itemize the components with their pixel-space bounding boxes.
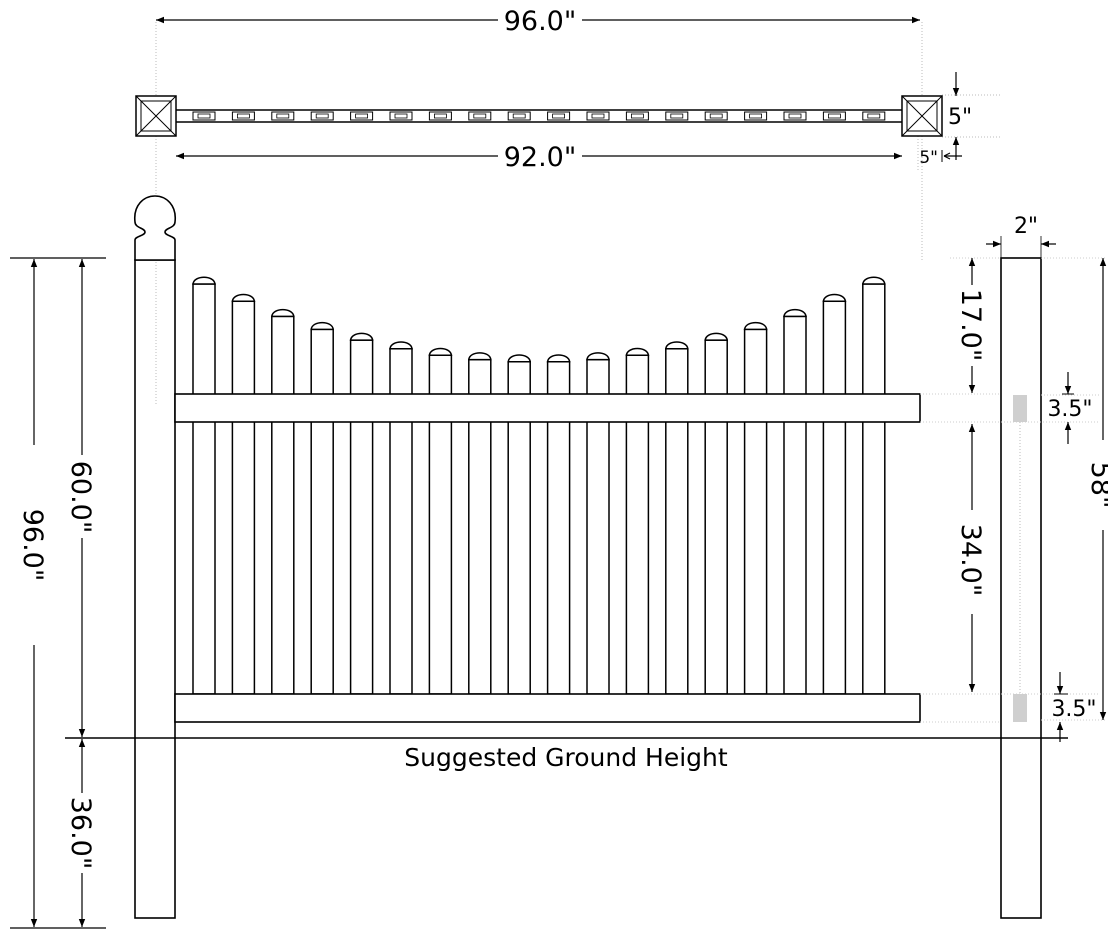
front-view: Suggested Ground Height 2" 17.0" 34.0" 3… <box>10 195 1108 929</box>
picket-slot <box>468 111 492 121</box>
picket <box>192 276 216 695</box>
rail-depth-label: 2" <box>1014 214 1038 239</box>
pickets <box>192 276 886 695</box>
post-size-vertical-label: 5" <box>948 105 972 130</box>
above-ground-height-label: 60.0" <box>65 461 96 534</box>
picket-slot <box>231 111 255 121</box>
panel-height-label: 58" <box>1085 462 1108 509</box>
ground-label: Suggested Ground Height <box>404 743 728 772</box>
top-view: 96.0" 5" 92.0" 5" <box>135 6 1000 260</box>
picket <box>861 276 886 695</box>
picket-slot <box>310 111 334 121</box>
picket <box>231 293 256 695</box>
picket-slot <box>547 111 571 121</box>
picket-slot <box>389 111 413 121</box>
picket-slot <box>625 111 649 121</box>
picket-slot <box>192 111 216 121</box>
picket <box>822 293 847 695</box>
left-post-top-view <box>135 95 177 137</box>
picket <box>310 321 335 695</box>
picket-top-height-label: 17.0" <box>955 289 986 362</box>
picket <box>704 332 729 695</box>
total-post-height-label: 96.0" <box>17 509 48 582</box>
left-post <box>134 195 176 919</box>
post-cap <box>134 195 176 261</box>
picket-slot <box>822 111 846 121</box>
top-rail <box>174 393 921 423</box>
picket-slot <box>704 111 728 121</box>
post-size-horizontal-label: 5" <box>919 148 938 168</box>
picket-slot <box>271 111 295 121</box>
picket-slot <box>586 111 610 121</box>
picket <box>270 308 295 695</box>
below-ground-depth-label: 36.0" <box>65 797 96 870</box>
top-rail-hole <box>1013 395 1027 422</box>
picket <box>743 321 768 695</box>
picket-slot <box>783 111 807 121</box>
picket <box>507 354 532 695</box>
right-post-side <box>1000 257 1042 919</box>
picket-slot <box>507 111 531 121</box>
overall-width-label: 96.0" <box>504 6 577 37</box>
picket-slots <box>192 111 886 121</box>
picket <box>349 332 374 695</box>
bottom-rail-hole <box>1013 694 1027 722</box>
picket-slot <box>862 111 886 121</box>
bottom-rail <box>174 693 921 723</box>
picket <box>783 308 807 695</box>
right-post-top-view <box>901 95 943 137</box>
picket-slot <box>665 111 689 121</box>
picket-slot <box>350 111 374 121</box>
rail-spacing-label: 34.0" <box>955 524 986 597</box>
panel-width-label: 92.0" <box>504 142 577 173</box>
rail-height-bottom-label: 3.5" <box>1051 697 1096 722</box>
picket-slot <box>428 111 452 121</box>
rail-height-top-label: 3.5" <box>1047 397 1092 422</box>
picket-slot <box>744 111 768 121</box>
